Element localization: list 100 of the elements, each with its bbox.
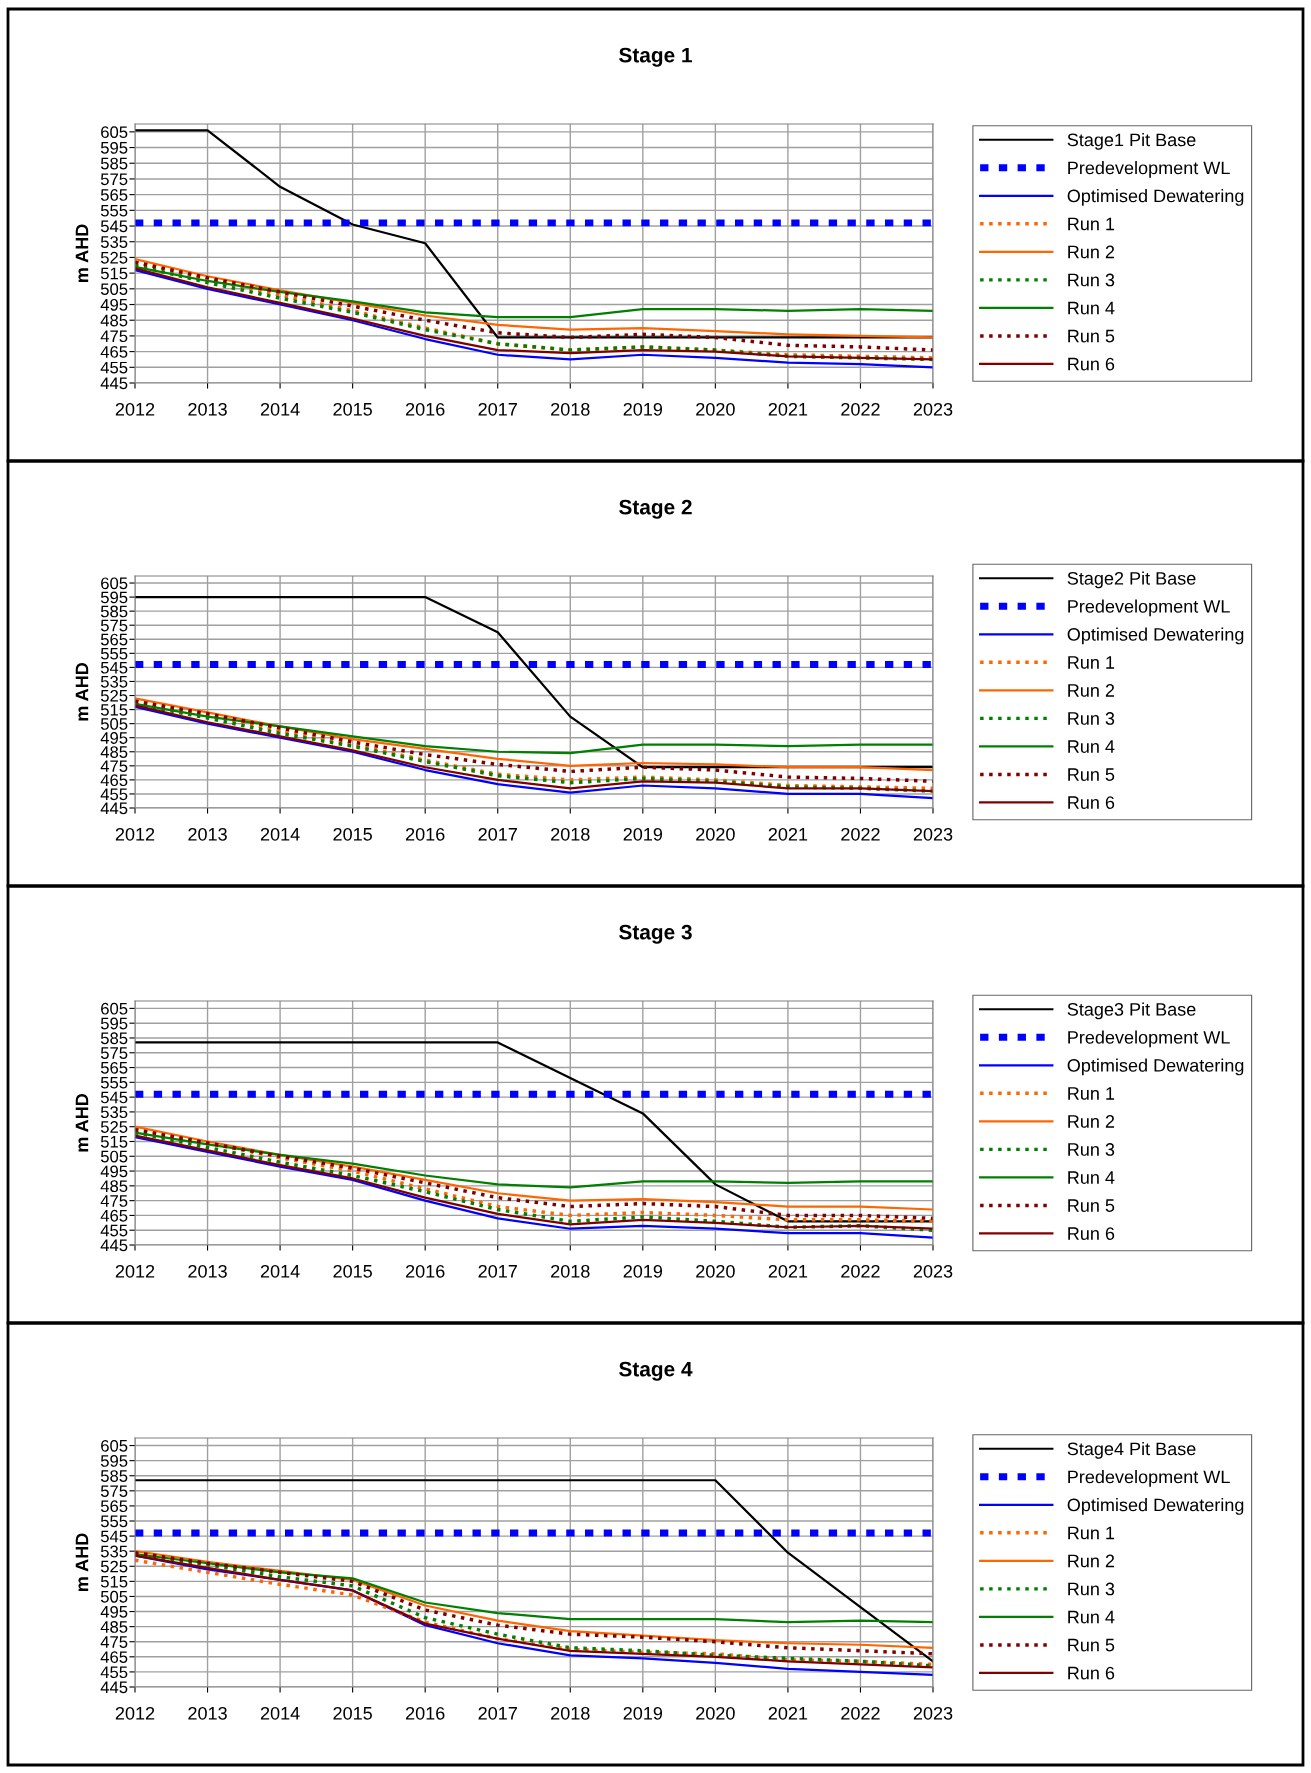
- y-tick-label: 575: [100, 619, 128, 632]
- x-tick-label: 2012: [115, 402, 155, 416]
- legend-label: Stage3 Pit Base: [1067, 1002, 1196, 1020]
- y-tick-label: 505: [100, 1150, 128, 1163]
- x-tick-label: 2016: [406, 827, 445, 841]
- y-tick-label: 525: [100, 1560, 128, 1573]
- x-tick-label: 2019: [623, 827, 663, 841]
- y-tick-label: 475: [100, 1636, 128, 1648]
- chart-title: Stage 1: [619, 47, 692, 67]
- legend-label: Run 5: [1068, 1638, 1115, 1652]
- x-tick-label: 2020: [696, 402, 735, 416]
- y-tick-label: 455: [100, 361, 128, 374]
- y-tick-label: 585: [100, 1470, 128, 1482]
- x-tick-label: 2013: [188, 1706, 227, 1720]
- x-tick-label: 2017: [478, 1264, 517, 1278]
- y-tick-label: 565: [100, 1500, 128, 1513]
- x-tick-label: 2022: [841, 402, 880, 416]
- y-tick-label: 465: [100, 774, 128, 787]
- x-tick-label: 2016: [406, 1706, 445, 1720]
- y-tick-label: 585: [100, 157, 128, 170]
- legend-label: Run 1: [1068, 1087, 1115, 1100]
- y-tick-label: 525: [100, 251, 128, 264]
- y-tick-label: 475: [100, 760, 128, 773]
- x-tick-label: 2014: [260, 1706, 300, 1720]
- x-tick-label: 2019: [623, 1264, 663, 1278]
- legend-label: Run 4: [1068, 1610, 1115, 1624]
- y-tick-label: 605: [101, 126, 128, 139]
- x-tick-label: 2012: [115, 827, 155, 841]
- x-tick-label: 2023: [913, 402, 953, 416]
- y-tick-label: 535: [100, 675, 128, 688]
- y-tick-label: 545: [100, 1091, 128, 1104]
- y-tick-label: 475: [100, 1195, 128, 1207]
- x-tick-label: 2017: [478, 1706, 517, 1720]
- y-tick-label: 475: [100, 330, 128, 343]
- legend-label: Predevelopment WL: [1068, 1470, 1230, 1487]
- y-tick-label: 535: [100, 1106, 128, 1119]
- legend-label: Run 6: [1068, 796, 1115, 809]
- x-tick-label: 2014: [260, 827, 300, 841]
- x-tick-label: 2020: [696, 1706, 735, 1720]
- y-tick-label: 585: [100, 1032, 128, 1045]
- y-tick-label: 555: [100, 1076, 128, 1089]
- y-tick-label: 575: [100, 1047, 128, 1059]
- y-tick-label: 455: [100, 788, 128, 801]
- legend-label: Run 2: [1068, 684, 1115, 697]
- legend-label: Run 3: [1068, 712, 1115, 725]
- x-tick-label: 2014: [260, 1264, 300, 1278]
- y-tick-label: 445: [100, 802, 128, 815]
- legend-label: Run 3: [1068, 1582, 1115, 1596]
- chart-title: Stage 3: [619, 924, 692, 944]
- x-tick-label: 2022: [841, 1264, 880, 1278]
- y-tick-label: 585: [100, 605, 128, 618]
- x-tick-label: 2023: [913, 1706, 953, 1720]
- y-axis-title: m AHD: [75, 224, 89, 283]
- y-tick-label: 535: [100, 236, 128, 248]
- y-tick-label: 605: [101, 577, 128, 590]
- legend-label: Predevelopment WL: [1068, 161, 1230, 178]
- y-tick-label: 525: [100, 1121, 128, 1133]
- legend-label: Optimised Dewatering: [1067, 189, 1244, 206]
- y-tick-label: 595: [100, 1017, 128, 1030]
- legend-label: Predevelopment WL: [1068, 1030, 1230, 1048]
- legend-label: Run 4: [1068, 1171, 1115, 1184]
- x-tick-label: 2018: [551, 1706, 590, 1720]
- x-tick-label: 2018: [551, 1264, 590, 1278]
- x-tick-label: 2021: [768, 402, 808, 416]
- y-tick-label: 565: [100, 1061, 128, 1074]
- legend-label: Run 6: [1068, 357, 1115, 371]
- legend-label: Optimised Dewatering: [1067, 1058, 1244, 1076]
- chart-title: Stage 4: [619, 1361, 693, 1381]
- legend-label: Run 5: [1068, 329, 1115, 343]
- y-tick-label: 485: [100, 314, 128, 327]
- legend-label: Run 6: [1068, 1227, 1115, 1240]
- y-tick-label: 535: [100, 1545, 128, 1558]
- y-tick-label: 565: [100, 189, 128, 201]
- y-tick-label: 505: [100, 718, 128, 730]
- x-tick-label: 2017: [478, 402, 517, 416]
- y-tick-label: 495: [100, 298, 128, 311]
- x-tick-label: 2013: [188, 1264, 227, 1278]
- x-tick-label: 2017: [478, 827, 517, 841]
- x-tick-label: 2021: [768, 1264, 808, 1278]
- y-tick-label: 465: [100, 346, 128, 358]
- y-tick-label: 485: [100, 1180, 128, 1193]
- x-tick-label: 2020: [696, 1264, 735, 1278]
- x-tick-label: 2013: [188, 827, 227, 841]
- y-tick-label: 525: [100, 689, 128, 702]
- y-tick-label: 545: [100, 220, 128, 233]
- legend-label: Stage4 Pit Base: [1067, 1441, 1196, 1459]
- y-tick-label: 505: [100, 1590, 128, 1603]
- x-tick-label: 2019: [623, 402, 663, 416]
- y-tick-label: 595: [100, 141, 128, 154]
- chart-title: Stage 2: [619, 499, 692, 519]
- y-tick-label: 445: [100, 1239, 128, 1252]
- y-tick-label: 515: [100, 704, 128, 716]
- x-tick-label: 2023: [913, 827, 953, 841]
- x-tick-label: 2015: [333, 1264, 372, 1278]
- line-series: [135, 1479, 933, 1663]
- x-tick-label: 2013: [188, 402, 227, 416]
- y-tick-label: 515: [100, 1575, 128, 1588]
- y-tick-label: 595: [100, 591, 128, 604]
- legend-label: Run 6: [1068, 1666, 1115, 1680]
- y-tick-label: 465: [100, 1209, 128, 1222]
